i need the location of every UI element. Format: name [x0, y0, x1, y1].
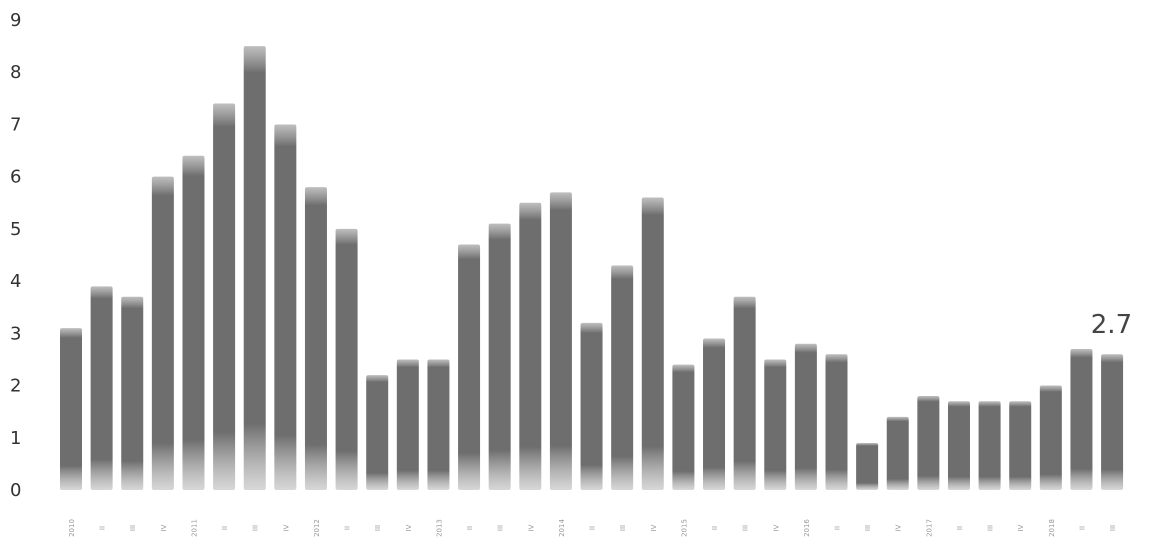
- x-tick-label: III: [987, 525, 995, 531]
- x-tick-label: IV: [1017, 524, 1025, 531]
- x-tick-label: 2014: [558, 519, 566, 537]
- x-tick-label: 2010: [68, 519, 76, 537]
- bar: [335, 228, 358, 490]
- bar: [396, 359, 419, 490]
- bar: [825, 354, 848, 490]
- data-label: 2.7: [1091, 310, 1132, 340]
- bar: [488, 223, 511, 490]
- bar: [611, 265, 634, 490]
- bar: [794, 343, 817, 490]
- x-tick-label: II: [834, 526, 842, 530]
- x-tick-label: III: [497, 525, 505, 531]
- bar: [947, 401, 970, 490]
- bar: [580, 322, 603, 490]
- bar: [1070, 349, 1093, 490]
- y-axis: 0 1 2 3 4 5 6 7 8 9: [10, 10, 21, 501]
- x-tick-label: IV: [895, 524, 903, 531]
- bar: [60, 328, 82, 490]
- bar: [641, 197, 664, 491]
- bar: [366, 375, 389, 490]
- x-tick-label: II: [589, 526, 597, 530]
- bar: [733, 296, 756, 490]
- bar: [978, 401, 1001, 490]
- bars: [60, 46, 1124, 491]
- y-tick-label: 2: [10, 376, 21, 397]
- x-tick-label: 2013: [435, 519, 443, 537]
- bar: [1009, 401, 1032, 490]
- y-tick-label: 1: [10, 428, 21, 449]
- x-tick-label: IV: [650, 524, 658, 531]
- y-tick-label: 9: [10, 10, 21, 31]
- x-tick-label: III: [252, 525, 260, 531]
- x-tick-label: III: [1109, 525, 1117, 531]
- bar: [703, 338, 726, 490]
- x-tick-label: IV: [282, 524, 290, 531]
- x-tick-label: IV: [772, 524, 780, 531]
- bar: [1039, 385, 1062, 490]
- bar: [458, 244, 481, 490]
- y-tick-label: 5: [10, 219, 21, 240]
- bar: [1101, 354, 1124, 490]
- x-tick-label: III: [129, 525, 137, 531]
- x-tick-label: III: [619, 525, 627, 531]
- bar: [886, 416, 909, 490]
- y-tick-label: 0: [10, 480, 21, 501]
- x-tick-label: IV: [527, 524, 535, 531]
- bar: [121, 296, 144, 490]
- bar: [856, 443, 879, 490]
- x-tick-label: 2016: [803, 519, 811, 537]
- x-tick-label: 2018: [1048, 519, 1056, 537]
- x-tick-label: 2011: [190, 519, 198, 537]
- bar: [549, 192, 572, 491]
- x-tick-label: III: [374, 525, 382, 531]
- y-tick-label: 6: [10, 167, 21, 188]
- y-tick-label: 4: [10, 271, 21, 292]
- x-tick-label: 2015: [680, 519, 688, 537]
- x-tick-label: III: [864, 525, 872, 531]
- bar: [519, 202, 542, 490]
- x-tick-label: II: [466, 526, 474, 530]
- x-tick-label: 2012: [313, 519, 321, 537]
- bar: [304, 187, 327, 490]
- x-axis: 2010 II III IV 2011 II III IV 2012 II III IV 2013 II I…: [68, 519, 1117, 537]
- x-tick-label: IV: [405, 524, 413, 531]
- bar: [274, 124, 297, 490]
- x-tick-label: II: [344, 526, 352, 530]
- data-labels: 2.7: [1091, 310, 1132, 340]
- y-tick-label: 3: [10, 323, 21, 344]
- bar: [917, 396, 940, 490]
- bar: [427, 359, 450, 490]
- y-tick-label: 7: [10, 114, 21, 135]
- x-tick-label: 2017: [925, 519, 933, 537]
- x-tick-label: II: [1078, 526, 1086, 530]
- bar: [243, 46, 266, 490]
- x-tick-label: II: [99, 526, 107, 530]
- bar: [764, 359, 787, 490]
- bar: [672, 364, 695, 490]
- y-tick-label: 8: [10, 62, 21, 83]
- x-tick-label: II: [711, 526, 719, 530]
- x-tick-label: II: [956, 526, 964, 530]
- x-tick-label: II: [221, 526, 229, 530]
- x-tick-label: III: [742, 525, 750, 531]
- bar: [213, 103, 236, 491]
- x-tick-label: IV: [160, 524, 168, 531]
- bar: [182, 155, 205, 490]
- bar: [90, 286, 113, 490]
- bar: [151, 176, 174, 490]
